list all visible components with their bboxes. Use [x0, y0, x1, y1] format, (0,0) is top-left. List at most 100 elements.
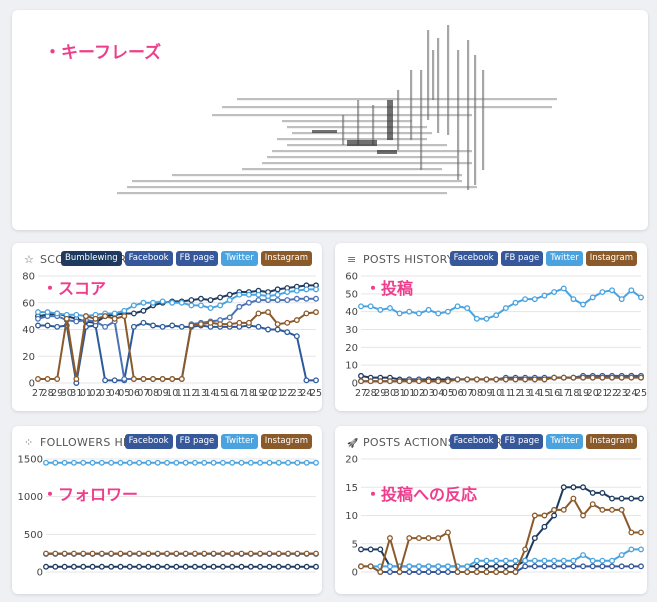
data-point[interactable]	[92, 315, 99, 322]
data-point[interactable]	[169, 322, 176, 329]
data-point[interactable]	[358, 563, 364, 570]
data-point[interactable]	[130, 323, 137, 330]
data-point[interactable]	[570, 495, 577, 502]
data-point[interactable]	[182, 550, 189, 557]
data-point[interactable]	[580, 301, 587, 308]
data-point[interactable]	[522, 376, 529, 383]
data-point[interactable]	[570, 296, 577, 303]
data-point[interactable]	[396, 378, 403, 385]
data-point[interactable]	[145, 550, 152, 557]
data-point[interactable]	[265, 326, 272, 333]
data-point[interactable]	[406, 535, 413, 542]
data-point[interactable]	[219, 459, 226, 466]
data-point[interactable]	[580, 374, 587, 381]
data-point[interactable]	[570, 563, 577, 570]
data-point[interactable]	[210, 563, 217, 570]
data-point[interactable]	[473, 315, 480, 322]
data-point[interactable]	[358, 378, 364, 385]
data-point[interactable]	[406, 563, 413, 570]
data-point[interactable]	[367, 546, 374, 553]
data-point[interactable]	[80, 563, 87, 570]
data-point[interactable]	[628, 529, 635, 536]
data-point[interactable]	[255, 310, 262, 317]
data-point[interactable]	[111, 377, 118, 384]
data-point[interactable]	[236, 291, 243, 298]
data-point[interactable]	[444, 378, 451, 385]
data-point[interactable]	[136, 550, 143, 557]
filter-instagram-button[interactable]: Instagram	[585, 434, 637, 449]
data-point[interactable]	[236, 319, 243, 326]
filter-bumblewing-button[interactable]: Bumblewing	[61, 251, 122, 266]
data-point[interactable]	[628, 374, 635, 381]
data-point[interactable]	[117, 550, 124, 557]
data-point[interactable]	[580, 484, 587, 491]
data-point[interactable]	[522, 296, 529, 303]
filter-fb-page-button[interactable]: FB page	[500, 251, 544, 266]
data-point[interactable]	[551, 506, 558, 513]
data-point[interactable]	[541, 512, 548, 519]
filter-fb-page-button[interactable]: FB page	[175, 434, 219, 449]
data-point[interactable]	[541, 557, 548, 564]
data-point[interactable]	[140, 307, 147, 314]
data-point[interactable]	[274, 321, 281, 328]
data-point[interactable]	[367, 563, 374, 570]
data-point[interactable]	[201, 563, 208, 570]
data-point[interactable]	[294, 563, 301, 570]
data-point[interactable]	[102, 323, 109, 330]
data-point[interactable]	[98, 459, 105, 466]
data-point[interactable]	[570, 484, 577, 491]
data-point[interactable]	[609, 563, 615, 570]
data-point[interactable]	[140, 319, 147, 326]
data-point[interactable]	[43, 550, 49, 557]
data-point[interactable]	[217, 302, 224, 309]
data-point[interactable]	[618, 296, 625, 303]
data-point[interactable]	[219, 563, 226, 570]
data-point[interactable]	[108, 459, 115, 466]
data-point[interactable]	[52, 550, 59, 557]
data-point[interactable]	[150, 322, 156, 329]
data-point[interactable]	[638, 563, 644, 570]
data-point[interactable]	[293, 317, 300, 324]
data-point[interactable]	[226, 314, 233, 321]
data-point[interactable]	[192, 563, 198, 570]
data-point[interactable]	[638, 495, 644, 502]
data-point[interactable]	[628, 546, 635, 553]
data-point[interactable]	[367, 378, 374, 385]
data-point[interactable]	[255, 323, 262, 330]
data-point[interactable]	[406, 378, 413, 385]
filter-instagram-button[interactable]: Instagram	[585, 251, 637, 266]
data-point[interactable]	[164, 459, 170, 466]
data-point[interactable]	[483, 315, 490, 322]
data-point[interactable]	[560, 285, 567, 292]
data-point[interactable]	[425, 563, 432, 570]
data-point[interactable]	[150, 299, 156, 306]
data-point[interactable]	[136, 459, 143, 466]
filter-twitter-button[interactable]: Twitter	[546, 251, 583, 266]
data-point[interactable]	[522, 557, 529, 564]
data-point[interactable]	[73, 318, 80, 325]
data-point[interactable]	[255, 291, 262, 298]
data-point[interactable]	[609, 557, 615, 564]
data-point[interactable]	[284, 297, 291, 304]
data-point[interactable]	[313, 563, 319, 570]
data-point[interactable]	[102, 377, 109, 384]
data-point[interactable]	[159, 376, 166, 382]
data-point[interactable]	[483, 569, 490, 575]
data-point[interactable]	[570, 557, 577, 564]
data-point[interactable]	[313, 550, 319, 557]
data-point[interactable]	[73, 311, 80, 318]
data-point[interactable]	[210, 550, 217, 557]
data-point[interactable]	[121, 313, 128, 320]
data-point[interactable]	[618, 552, 625, 558]
data-point[interactable]	[425, 535, 432, 542]
data-point[interactable]	[425, 378, 432, 385]
data-point[interactable]	[238, 550, 245, 557]
data-point[interactable]	[178, 376, 185, 382]
data-point[interactable]	[229, 550, 236, 557]
data-point[interactable]	[638, 546, 644, 553]
data-point[interactable]	[531, 512, 538, 519]
filter-facebook-button[interactable]: Facebook	[449, 251, 498, 266]
data-point[interactable]	[35, 309, 41, 316]
data-point[interactable]	[570, 374, 577, 381]
data-point[interactable]	[628, 563, 635, 570]
